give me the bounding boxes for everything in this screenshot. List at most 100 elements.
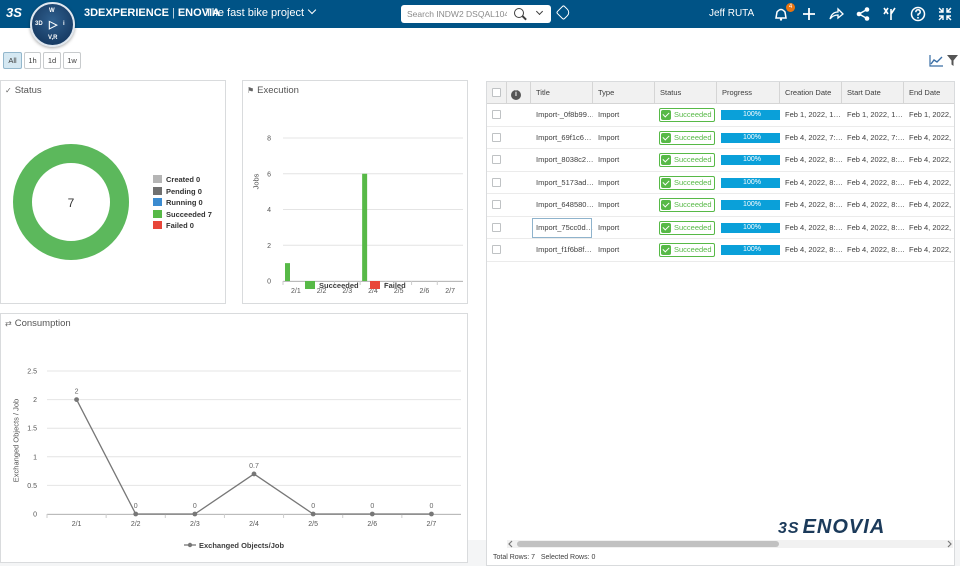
column-end-date[interactable]: End Date <box>909 88 941 97</box>
row-checkbox[interactable] <box>492 200 501 209</box>
context-label: The fast bike project <box>205 7 305 19</box>
help-icon[interactable] <box>910 6 926 22</box>
cell-start-date: Feb 1, 2022, 1… <box>847 110 903 119</box>
table-footer: Total Rows: 7 Selected Rows: 0 <box>493 554 595 561</box>
cons-data-point[interactable] <box>310 511 316 517</box>
filter-1d-button[interactable]: 1d <box>43 52 61 69</box>
row-checkbox[interactable] <box>492 245 501 254</box>
column-type[interactable]: Type <box>593 82 655 104</box>
cell-title[interactable]: Import_75cc0d… <box>531 217 593 239</box>
notification-badge: 4 <box>786 3 795 12</box>
app-brand: 3DEXPERIENCE | ENOVIA <box>84 7 220 19</box>
exec-xtick-label: 2/6 <box>420 288 430 295</box>
cell-title[interactable]: Import_648580… <box>536 200 593 209</box>
check-icon <box>661 110 671 120</box>
cell-title[interactable]: Import_8038c2… <box>536 155 593 164</box>
chart-view-icon[interactable] <box>929 54 944 69</box>
column-progress[interactable]: Progress <box>717 82 780 104</box>
table-row[interactable]: Import_8038c2… Import Succeeded 100% Feb 4, … <box>487 149 954 172</box>
legend-created: Created 0 <box>153 175 200 184</box>
add-icon[interactable] <box>801 6 817 22</box>
execution-panel: ⚑ Execution 0 2 4 6 8 2/1 2/2 2/3 2/4 2/5 2/6 2/7 Jo… <box>242 80 468 304</box>
filter-icon[interactable] <box>946 54 959 69</box>
scroll-right-icon[interactable] <box>945 540 953 548</box>
exec-ytick-label: 2 <box>267 243 271 250</box>
scroll-left-icon[interactable] <box>507 540 515 548</box>
cell-title[interactable]: Import_69f1c6… <box>536 132 592 142</box>
cell-start-date: Feb 4, 2022, 7:… <box>847 132 904 142</box>
cons-ytick-label: 2.5 <box>27 369 37 376</box>
exec-legend-succeeded: Succeeded <box>305 281 359 290</box>
brand-enovia: ENOVIA <box>177 7 221 19</box>
filter-1h-button[interactable]: 1h <box>24 52 41 69</box>
user-name[interactable]: Jeff RUTA <box>709 8 755 19</box>
execution-panel-title: ⚑ Execution <box>247 85 299 96</box>
row-checkbox[interactable] <box>492 155 501 164</box>
table-row[interactable]: Import_69f1c6… Import Succeeded 100% Feb 4, … <box>487 127 954 149</box>
collab-space-selector[interactable]: The fast bike project <box>205 5 317 19</box>
consumption-panel: ⇄ Consumption 0 0.5 1 1.5 2 2.5 2/1 2/2 2/3 2/4 2/5… <box>0 313 468 563</box>
cons-data-point[interactable] <box>192 511 198 517</box>
horizontal-scrollbar[interactable] <box>507 540 953 548</box>
progress-bar: 100% <box>721 200 780 210</box>
column-title[interactable]: Title <box>531 82 593 104</box>
cons-data-point[interactable] <box>251 471 257 477</box>
fullscreen-icon[interactable] <box>937 6 953 22</box>
search-dropdown-icon[interactable] <box>535 7 544 16</box>
exec-xtick-label: 2/3 <box>342 288 352 295</box>
table-row[interactable]: Import_75cc0d… Import Succeeded 100% Feb 4, … <box>487 217 954 239</box>
network-icon[interactable] <box>855 6 871 22</box>
column-creation-date[interactable]: Creation Date <box>780 82 842 104</box>
cons-xtick-label: 2/5 <box>308 521 318 528</box>
legend-succeeded: Succeeded 7 <box>153 209 212 219</box>
exchange-icon: ⇄ <box>5 319 12 328</box>
cons-data-point[interactable] <box>369 511 375 517</box>
table-row[interactable]: Import_5173ad… Import Succeeded 100% Feb 4, … <box>487 172 954 194</box>
share-icon[interactable] <box>828 6 844 22</box>
cell-progress: 100% <box>717 127 780 149</box>
filter-1w-button[interactable]: 1w <box>63 52 81 69</box>
cons-data-point[interactable] <box>74 397 79 402</box>
row-checkbox[interactable] <box>492 177 501 187</box>
row-checkbox[interactable] <box>492 132 501 142</box>
info-icon[interactable]: i <box>511 90 521 100</box>
compass-icon[interactable]: W 3D ▷ i V,R <box>30 2 75 47</box>
exec-bar-succeeded[interactable] <box>362 173 368 281</box>
progress-bar: 100% <box>721 222 780 233</box>
consumption-ylabel: Exchanged Objects / Job <box>11 398 21 483</box>
exec-failed-swatch <box>370 281 380 289</box>
cons-data-point[interactable] <box>429 511 434 517</box>
pending-count: 0 <box>197 186 202 196</box>
exec-bar-succeeded[interactable] <box>285 263 290 281</box>
status-check-icon: ✓ <box>5 86 12 95</box>
cell-title[interactable]: Import_f1f6b8f… <box>536 245 592 254</box>
table-row[interactable]: Import_f1f6b8f… Import Succeeded 100% Feb 4,… <box>487 239 954 262</box>
row-checkbox[interactable] <box>492 222 501 232</box>
failed-count: 0 <box>189 221 194 230</box>
scrollbar-thumb[interactable] <box>517 541 779 547</box>
created-label: Created <box>166 175 194 184</box>
filter-all-button[interactable]: All <box>3 52 22 69</box>
search-field[interactable]: Search INDW2 DSQAL104 <box>401 5 551 23</box>
cons-xtick-label: 2/6 <box>367 521 377 528</box>
progress-bar: 100% <box>721 155 780 165</box>
row-checkbox[interactable] <box>492 110 501 119</box>
cons-data-label: 0 <box>370 503 374 510</box>
column-status[interactable]: Status <box>655 82 717 104</box>
select-all-checkbox[interactable] <box>492 88 501 97</box>
ds-logo-icon[interactable]: 3S <box>6 5 22 20</box>
execution-ylabel: Jobs <box>251 173 261 190</box>
column-start-date[interactable]: Start Date <box>842 82 904 104</box>
notifications-icon[interactable] <box>773 6 789 22</box>
cell-title[interactable]: Import_5173ad… <box>536 177 593 187</box>
cell-status: Succeeded <box>655 217 717 239</box>
cell-title[interactable]: Import-_0f8b99… <box>536 110 593 119</box>
cons-xtick-label: 2/3 <box>190 521 200 528</box>
table-row[interactable]: Import_648580… Import Succeeded 100% Feb 4, … <box>487 194 954 217</box>
apps-icon[interactable] <box>882 6 898 22</box>
cons-data-point[interactable] <box>133 511 139 517</box>
search-icon[interactable] <box>514 8 524 18</box>
tag-icon[interactable] <box>555 4 572 21</box>
table-row[interactable]: Import-_0f8b99… Import Succeeded 100% Feb 1,… <box>487 104 954 127</box>
row-select-cell <box>487 239 507 261</box>
